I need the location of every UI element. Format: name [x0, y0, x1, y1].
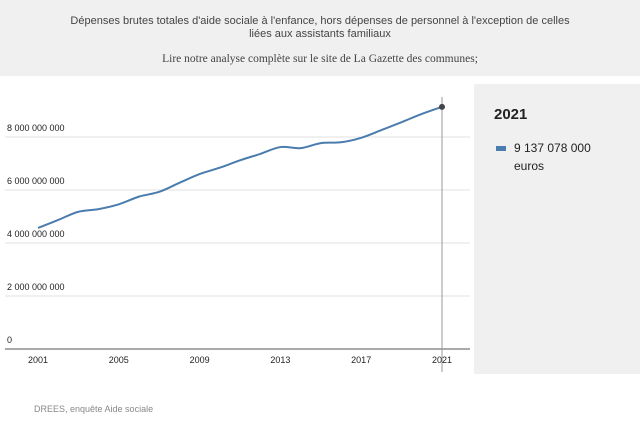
source-credit: DREES, enquête Aide sociale: [34, 404, 154, 414]
panel-year: 2021: [494, 106, 528, 123]
chart-header: Dépenses brutes totales d'aide sociale à…: [0, 0, 640, 76]
y-tick-label: 2 000 000 000: [7, 282, 65, 292]
grid-lines: [5, 136, 470, 350]
line-chart: 0 2 000 000 000 4 000 000 000 6 000 000 000…: [5, 97, 470, 372]
y-axis-labels: 0 2 000 000 000 4 000 000 000 6 000 000 000…: [7, 123, 65, 345]
highlight-point: [439, 103, 445, 110]
y-tick-label: 4 000 000 000: [7, 229, 65, 239]
y-tick-label: 0: [7, 335, 12, 345]
tooltip-panel: 2021 9 137 078 000 euros: [474, 84, 640, 374]
series-line: [37, 105, 443, 229]
highlight-group: [439, 97, 445, 372]
analysis-note: Lire notre analyse complète sur le site …: [162, 53, 478, 65]
x-tick-label: 2013: [270, 355, 290, 365]
series-group: [37, 105, 443, 229]
x-tick-label: 2001: [28, 355, 48, 365]
legend-swatch: [496, 146, 506, 151]
x-tick-label: 2009: [190, 355, 210, 365]
chart-subtitle: Dépenses brutes totales d'aide sociale à…: [70, 15, 570, 40]
y-tick-label: 6 000 000 000: [7, 176, 65, 186]
y-tick-label: 8 000 000 000: [7, 123, 65, 133]
x-tick-label: 2005: [109, 355, 129, 365]
panel-value: 9 137 078 000 euros: [514, 141, 591, 173]
x-axis-labels: 2001 2005 2009 2013 2017 2021: [28, 355, 452, 365]
x-tick-label: 2017: [351, 355, 371, 365]
